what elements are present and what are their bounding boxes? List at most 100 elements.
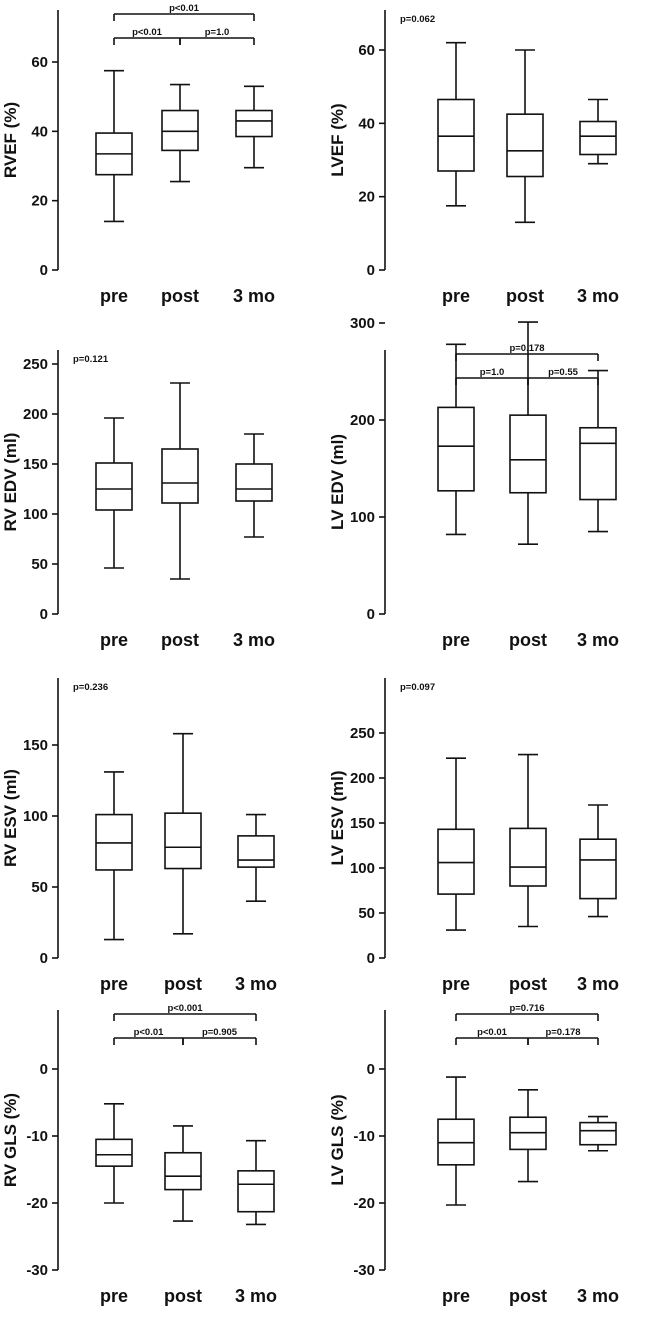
lvesv-xtick-label: post (509, 974, 547, 994)
lvef-box (506, 113, 544, 178)
rvgls-ylabel: RV GLS (%) (1, 1093, 20, 1187)
rvedv-ytick-label: 50 (31, 556, 48, 573)
rvgls-ytick-label: -10 (26, 1128, 48, 1145)
lvesv-ytick-label: 100 (350, 860, 375, 877)
rvesv-ytick-label: 0 (40, 950, 48, 967)
lvedv-box (437, 406, 475, 492)
rvgls-ytick-label: 0 (40, 1061, 48, 1078)
rvef-ytick-label: 60 (31, 54, 48, 71)
rvedv-xtick-label: 3 mo (233, 630, 275, 650)
rvesv-ytick-label: 50 (31, 879, 48, 896)
rvedv-box (95, 462, 133, 511)
rvef-xtick-label: pre (100, 286, 128, 306)
lvedv-comparison-label: p=0.178 (509, 343, 544, 354)
rvef-comparison-label: p<0.01 (132, 27, 163, 38)
rvef-ytick-label: 20 (31, 193, 48, 210)
rvedv-overall-p: p=0.121 (73, 354, 109, 365)
lvedv-ytick-label: 100 (350, 509, 375, 526)
rvedv-ytick-label: 200 (23, 406, 48, 423)
lvgls-ytick-label: 0 (367, 1061, 375, 1078)
lvedv-ylabel: LV EDV (ml) (328, 434, 347, 530)
lvesv-ytick-label: 250 (350, 725, 375, 742)
rvedv-ytick-label: 150 (23, 456, 48, 473)
lvef-ytick-label: 20 (358, 189, 375, 206)
lvesv-ytick-label: 150 (350, 815, 375, 832)
rvgls-comparison-label: p<0.001 (167, 1003, 203, 1014)
lvef-ylabel: LVEF (%) (328, 103, 347, 176)
rvef-xtick-label: 3 mo (233, 286, 275, 306)
lvef-box (437, 98, 475, 172)
lvesv-ylabel: LV ESV (ml) (328, 770, 347, 865)
rvef-comparison-label: p=1.0 (205, 27, 230, 38)
lvef-overall-p: p=0.062 (400, 14, 435, 25)
rvef-ylabel: RVEF (%) (1, 102, 20, 178)
lvesv-overall-p: p=0.097 (400, 682, 435, 693)
lvesv-box (579, 838, 617, 900)
rvedv-ytick-label: 0 (40, 606, 48, 623)
lvesv-xtick-label: pre (442, 974, 470, 994)
rvesv-xtick-label: pre (100, 974, 128, 994)
lvgls-comparison-label: p=0.178 (545, 1027, 580, 1038)
lvedv-xtick-label: 3 mo (577, 630, 619, 650)
lvgls-ytick-label: -30 (353, 1262, 375, 1279)
rvedv-xtick-label: post (161, 630, 199, 650)
lvgls-box (579, 1121, 617, 1146)
rvgls-ytick-label: -20 (26, 1195, 48, 1212)
rvgls-comparison-label: p<0.01 (134, 1027, 165, 1038)
rvesv-xtick-label: post (164, 974, 202, 994)
rvedv-box (161, 448, 199, 504)
lvgls-ytick-label: -20 (353, 1195, 375, 1212)
rvef-box (161, 109, 199, 152)
rvedv-ytick-label: 250 (23, 356, 48, 373)
lvgls-comparison-label: p=0.716 (509, 1003, 544, 1014)
lvesv-xtick-label: 3 mo (577, 974, 619, 994)
rvesv-ytick-label: 150 (23, 737, 48, 754)
lvedv-ytick-label: 0 (367, 606, 375, 623)
lvgls-xtick-label: pre (442, 1286, 470, 1306)
rvedv-box (235, 463, 273, 502)
rvedv-ylabel: RV EDV (ml) (1, 433, 20, 532)
lvesv-box (437, 828, 475, 895)
lvgls-ylabel: LV GLS (%) (328, 1094, 347, 1185)
lvgls-ytick-label: -10 (353, 1128, 375, 1145)
lvef-ytick-label: 60 (358, 42, 375, 59)
rvedv-ytick-label: 100 (23, 506, 48, 523)
lvef-box (579, 120, 617, 156)
rvgls-box (95, 1138, 133, 1167)
lvesv-ytick-label: 0 (367, 950, 375, 967)
lvesv-box (509, 827, 547, 887)
lvgls-xtick-label: post (509, 1286, 547, 1306)
rvesv-overall-p: p=0.236 (73, 682, 108, 693)
lvedv-box (509, 414, 547, 494)
rvef-ytick-label: 40 (31, 123, 48, 140)
lvgls-xtick-label: 3 mo (577, 1286, 619, 1306)
lvef-xtick-label: post (506, 286, 544, 306)
lvef-ytick-label: 0 (367, 262, 375, 279)
lvesv-ytick-label: 200 (350, 770, 375, 787)
rvgls-box (237, 1170, 275, 1213)
lvedv-ytick-label: 200 (350, 412, 375, 429)
rvesv-ylabel: RV ESV (ml) (1, 769, 20, 867)
rvgls-xtick-label: 3 mo (235, 1286, 277, 1306)
lvesv-ytick-label: 50 (358, 905, 375, 922)
rvedv-xtick-label: pre (100, 630, 128, 650)
lvef-xtick-label: pre (442, 286, 470, 306)
lvedv-box (579, 426, 617, 501)
lvef-ytick-label: 40 (358, 115, 375, 132)
rvgls-ytick-label: -30 (26, 1262, 48, 1279)
rvesv-ytick-label: 100 (23, 808, 48, 825)
lvedv-comparison-label: p=0.55 (548, 367, 579, 378)
rvef-box (235, 109, 273, 138)
lvedv-ytick-label: 300 (350, 315, 375, 332)
rvesv-box (164, 812, 202, 870)
lvgls-comparison-label: p<0.01 (477, 1027, 508, 1038)
lvef-xtick-label: 3 mo (577, 286, 619, 306)
rvef-comparison-label: p<0.01 (169, 3, 200, 14)
lvedv-comparison-label: p=1.0 (480, 367, 505, 378)
lvedv-xtick-label: pre (442, 630, 470, 650)
rvgls-box (164, 1151, 202, 1191)
rvgls-xtick-label: post (164, 1286, 202, 1306)
rvgls-comparison-label: p=0.905 (202, 1027, 238, 1038)
rvgls-xtick-label: pre (100, 1286, 128, 1306)
